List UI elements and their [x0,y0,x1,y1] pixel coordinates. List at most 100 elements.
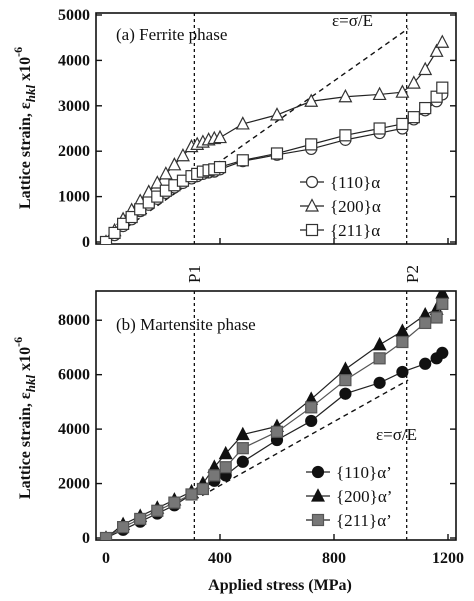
y-tick-label: 6000 [58,367,90,384]
y-axis-label-main: Lattice strain, ε [17,392,34,499]
legend-label: {200}α’ [336,487,392,506]
data-point [151,504,164,517]
y-axis-label-main: Lattice strain, ε [17,102,34,209]
y-axis-label: Lattice strain, εhkl x10-6 [11,47,38,209]
data-point [396,365,409,379]
data-point [108,226,121,240]
legend-marker [311,513,325,527]
y-tick-label: 2000 [58,476,90,493]
data-point [116,217,130,230]
data-point [372,336,387,351]
data-point [213,160,227,174]
legend: {110}α’ {200}α’ {211}α’ [306,463,392,530]
data-point [219,461,232,474]
data-point [396,117,409,131]
data-point [419,316,432,330]
data-point [116,521,130,534]
y-ticks: 0 1000 2000 3000 4000 5000 [58,7,456,251]
reference-label: ε=σ/E [332,11,373,30]
data-point [395,84,410,98]
legend-marker [305,175,319,189]
legend-item: {110}α’ [306,463,392,482]
data-point [435,34,450,48]
data-point [436,81,449,94]
panel-title: (a) Ferrite phase [116,25,227,44]
data-point [235,426,250,441]
data-point [236,442,249,455]
data-point [373,122,386,135]
data-point [134,512,147,526]
p1-label: P1 [185,265,204,283]
series-square [99,81,449,244]
data-point [304,93,319,107]
series-layer [99,291,450,540]
data-point [168,496,181,509]
legend-label: {211}α’ [336,511,392,530]
legend-marker [311,488,325,502]
y-tick-label: 4000 [58,52,90,69]
reference-line [105,28,409,243]
x-tick-label: 1200 [432,550,464,567]
y-tick-label: 1000 [58,189,90,206]
reference-line-path [194,379,409,501]
reference-line-path [105,28,409,243]
y-ticks: 0 2000 4000 6000 8000 [58,312,456,547]
x-tick-label: 800 [322,550,346,567]
data-point [429,43,444,57]
data-point [125,210,138,224]
reference-line [194,379,409,501]
data-point [99,235,113,244]
p2-label: P2 [403,265,422,283]
data-point [134,203,147,216]
x-tick-label: 0 [102,550,110,567]
data-point [99,531,113,540]
y-tick-label: 5000 [58,7,90,24]
data-point [158,166,173,180]
data-point [339,374,352,387]
y-axis-label-mult: x10 [17,57,34,85]
data-point [419,357,432,370]
series-filled-square [99,297,449,540]
data-point [185,488,198,501]
data-point [196,482,209,496]
data-point [167,157,182,171]
data-point [407,111,420,124]
x-tick-label: 400 [208,550,232,567]
y-tick-label: 3000 [58,98,90,115]
data-point [373,352,386,365]
legend-marker [305,198,319,212]
y-axis-label-mult: x10 [17,347,34,375]
legend-item: {200}α [300,197,381,216]
y-tick-label: 0 [82,530,90,547]
legend-label: {211}α [330,221,380,240]
y-tick-label: 4000 [58,421,90,438]
data-point [373,376,386,389]
legend-item: {110}α [300,173,380,192]
series-layer [99,34,450,244]
legend-item: {211}α [300,221,380,240]
y-axis-label: Lattice strain, εhkl x10-6 [11,337,38,499]
data-point [305,414,318,428]
legend-item: {200}α’ [306,487,392,506]
legend-label: {110}α’ [336,463,392,482]
legend-label: {110}α [330,173,380,192]
y-axis-label-exp: -6 [11,47,25,57]
data-point [218,445,233,460]
legend: {110}α {200}α {211}α [300,173,381,240]
y-tick-label: 8000 [58,312,90,329]
data-point [396,335,409,349]
data-point [338,88,353,103]
data-point [406,75,421,89]
data-point [305,401,318,414]
data-point [235,116,250,130]
y-tick-label: 2000 [58,143,90,160]
data-point [236,154,249,167]
data-point [305,138,318,151]
legend-marker [305,223,319,237]
data-point [430,311,443,324]
data-point [339,129,352,142]
data-point [270,147,284,160]
y-axis-label-sub: hkl [23,375,38,393]
data-point [175,147,190,162]
legend-item: {211}α’ [306,511,392,530]
